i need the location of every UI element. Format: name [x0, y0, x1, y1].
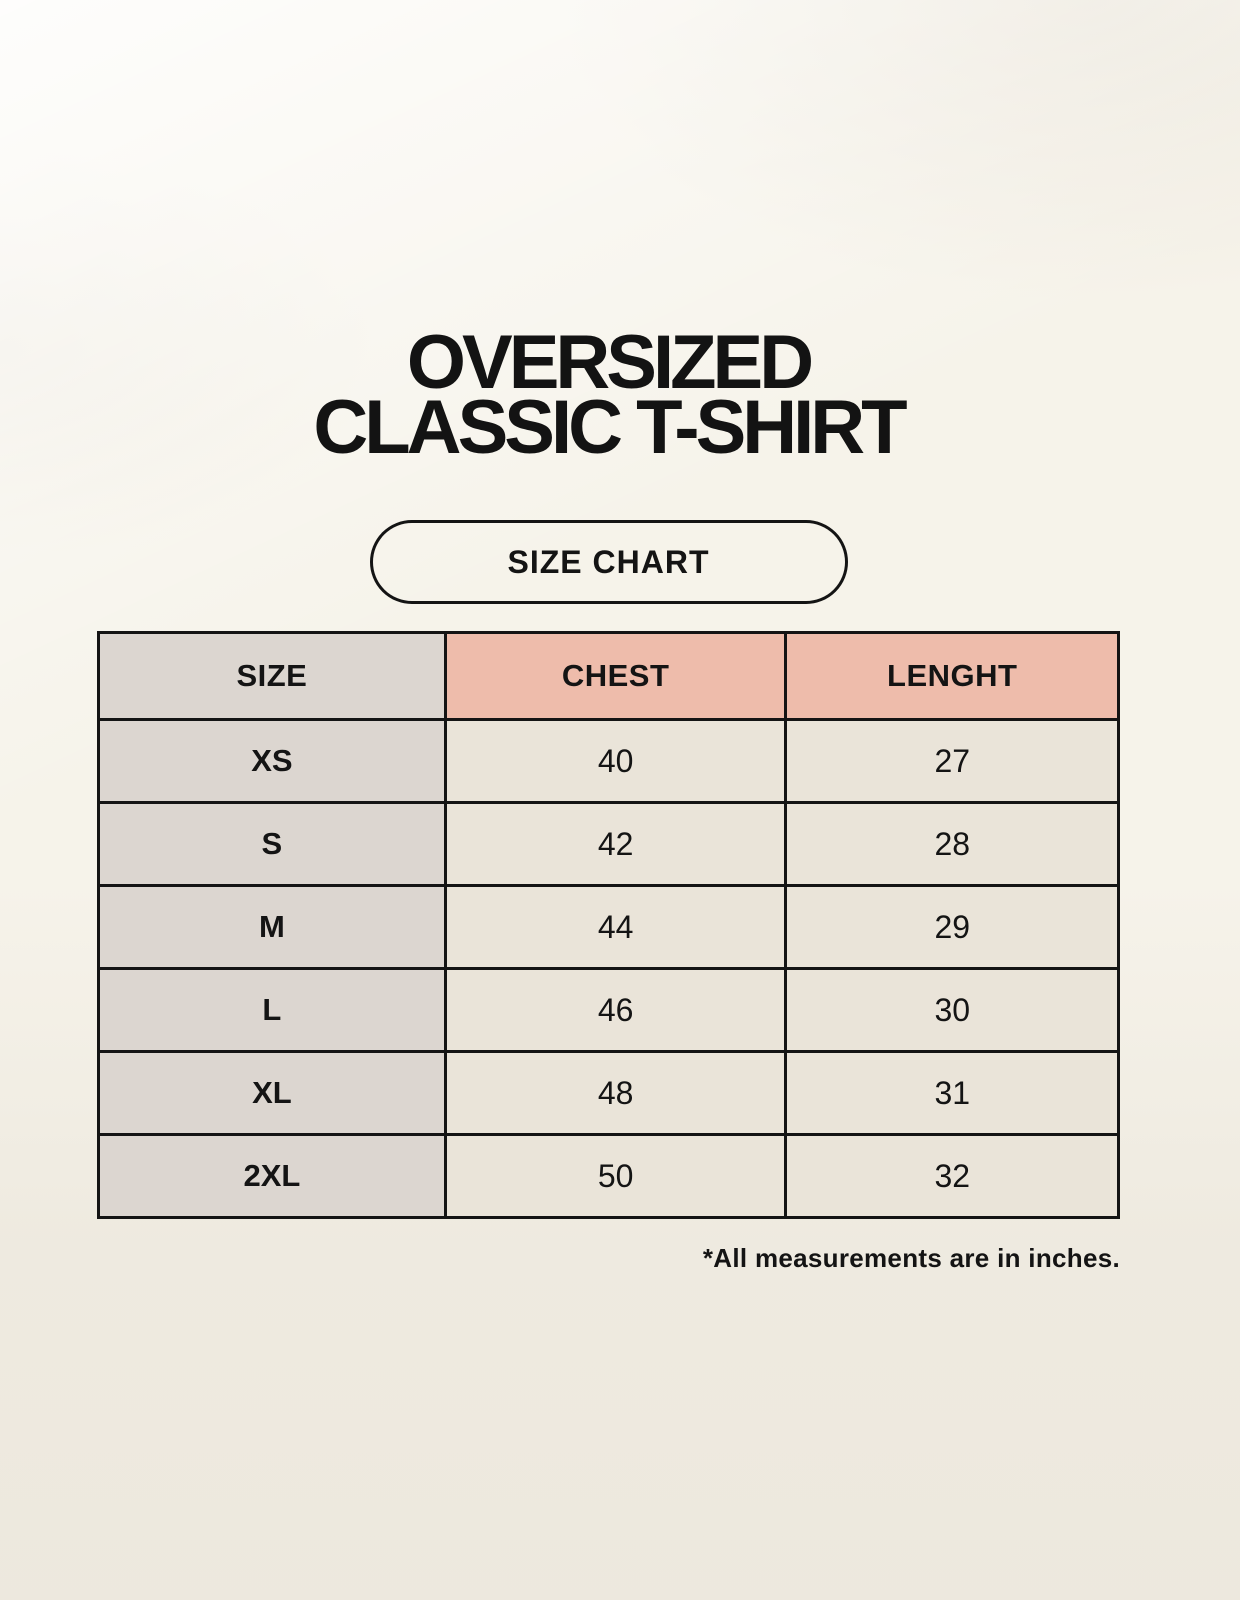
size-cell: M [97, 884, 447, 970]
header-cell-size: SIZE [97, 631, 447, 721]
length-value: 32 [784, 1133, 1120, 1219]
measurements-footnote: *All measurements are in inches. [702, 1243, 1120, 1273]
chest-value: 50 [443, 1133, 788, 1219]
length-value: 27 [784, 718, 1120, 804]
size-chart-badge-label: SIZE CHART [507, 543, 710, 580]
size-cell: S [97, 801, 447, 887]
length-value: 30 [784, 967, 1120, 1053]
page-title-line2: CLASSIC T-SHIRT [313, 385, 907, 470]
size-cell: XL [97, 1050, 447, 1136]
size-cell: L [97, 967, 447, 1053]
size-chart-badge[interactable]: SIZE CHART [369, 520, 848, 604]
size-cell: 2XL [97, 1133, 447, 1219]
table-header-row: SIZE CHEST LENGHT [97, 631, 1120, 721]
page-title-line1: OVERSIZED [406, 320, 814, 405]
chest-value: 48 [443, 1050, 788, 1136]
header-cell-length: LENGHT [784, 631, 1120, 721]
page-title: OVERSIZED CLASSIC T-SHIRT [97, 320, 1120, 470]
length-value: 28 [784, 801, 1120, 887]
table-row-s: S 42 28 [97, 801, 1120, 887]
table-row-xl: XL 48 31 [97, 1050, 1120, 1136]
size-chart-table: SIZE CHEST LENGHT XS 40 27 S 42 28 M [97, 631, 1120, 1219]
table-row-l: L 46 30 [97, 967, 1120, 1053]
table-row-m: M 44 29 [97, 884, 1120, 970]
table-row-2xl: 2XL 50 32 [97, 1133, 1120, 1219]
length-value: 31 [784, 1050, 1120, 1136]
chest-value: 44 [443, 884, 788, 970]
table-row-xs: XS 40 27 [97, 718, 1120, 804]
length-value: 29 [784, 884, 1120, 970]
chest-value: 42 [443, 801, 788, 887]
chest-value: 46 [443, 967, 788, 1053]
chest-value: 40 [443, 718, 788, 804]
size-cell: XS [97, 718, 447, 804]
header-cell-chest: CHEST [443, 631, 788, 721]
